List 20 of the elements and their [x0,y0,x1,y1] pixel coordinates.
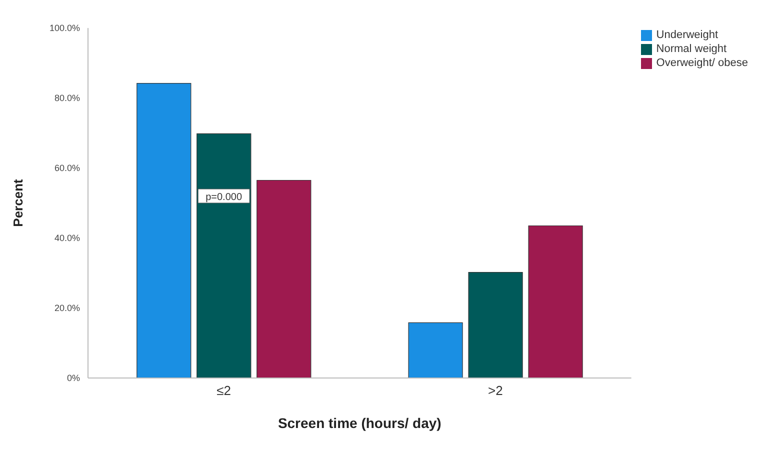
bar [136,83,192,378]
x-tick-label: >2 [488,383,503,398]
bar [256,180,312,378]
legend-label: Underweight [656,28,718,42]
y-tick-label: 0% [66,373,80,384]
y-tick-label: 20.0% [54,303,80,314]
legend-label: Normal weight [656,42,727,56]
x-axis-title: Screen time (hours/ day) [278,415,442,431]
x-tick-label: ≤2 [216,383,232,398]
bar [196,133,252,378]
y-axis-title: Percent [10,178,26,227]
y-tick-label: 100.0% [49,23,80,34]
bar [408,322,463,378]
legend-label: Overweight/ obese [656,56,748,70]
bar [528,225,583,378]
y-tick-label: 80.0% [54,93,80,104]
bar [468,272,523,378]
y-tick-label: 60.0% [54,163,80,174]
annotation: p=0.000 [206,192,242,203]
y-tick-label: 40.0% [54,233,80,244]
